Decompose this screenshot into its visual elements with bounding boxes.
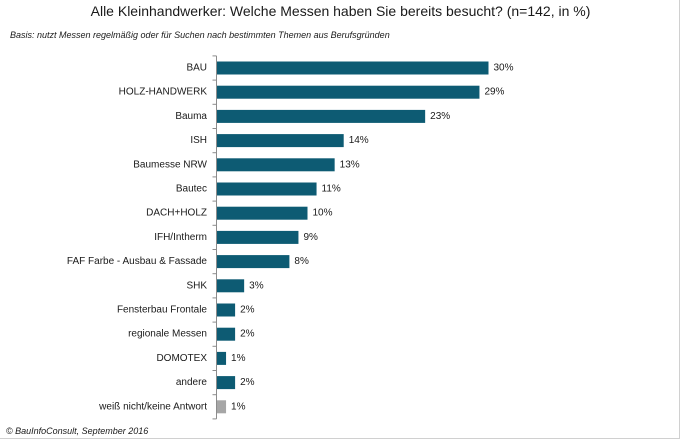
bar — [217, 230, 299, 244]
category-label: Bauma — [175, 111, 207, 122]
data-label: 2% — [240, 329, 255, 340]
data-label: 14% — [349, 135, 369, 146]
category-label: DACH+HOLZ — [146, 208, 207, 219]
bar — [217, 400, 227, 414]
data-label: 29% — [484, 87, 504, 98]
category-label: Fensterbau Frontale — [117, 305, 207, 316]
category-label: andere — [176, 377, 208, 388]
data-label: 13% — [340, 159, 360, 170]
category-label: weiß nicht/keine Antwort — [98, 401, 207, 412]
category-label: HOLZ-HANDWERK — [119, 87, 208, 98]
bar — [217, 279, 245, 293]
data-label: 2% — [240, 305, 255, 316]
category-label: ISH — [190, 135, 207, 146]
bar — [217, 351, 227, 365]
category-label: FAF Farbe - Ausbau & Fassade — [67, 256, 208, 267]
bar — [217, 376, 236, 390]
bar — [217, 303, 236, 317]
bar — [217, 109, 426, 123]
data-label: 10% — [313, 208, 333, 219]
bar — [217, 327, 236, 341]
category-label: SHK — [186, 280, 207, 291]
bar — [217, 85, 480, 99]
category-label: DOMOTEX — [156, 353, 207, 364]
bar — [217, 134, 344, 148]
bar — [217, 61, 489, 75]
data-label: 1% — [231, 353, 246, 364]
category-label: regionale Messen — [128, 329, 207, 340]
category-label: IFH/Intherm — [154, 232, 207, 243]
source-note: © BauInfoConsult, September 2016 — [6, 426, 149, 436]
category-label: Baumesse NRW — [133, 159, 207, 170]
chart-subtitle: Basis: nutzt Messen regelmäßig oder für … — [10, 30, 390, 40]
data-label: 8% — [294, 256, 309, 267]
bar — [217, 182, 317, 196]
data-label: 2% — [240, 377, 255, 388]
data-label: 11% — [322, 184, 341, 195]
data-label: 3% — [249, 280, 264, 291]
data-label: 9% — [303, 232, 318, 243]
data-label: 1% — [231, 401, 246, 412]
bar — [217, 158, 335, 172]
data-label: 30% — [494, 63, 514, 74]
category-label: BAU — [186, 63, 207, 74]
category-label: Bautec — [176, 184, 207, 195]
bar — [217, 255, 290, 269]
chart-title: Alle Kleinhandwerker: Welche Messen habe… — [90, 3, 591, 19]
data-label: 23% — [430, 111, 450, 122]
bar — [217, 206, 308, 220]
